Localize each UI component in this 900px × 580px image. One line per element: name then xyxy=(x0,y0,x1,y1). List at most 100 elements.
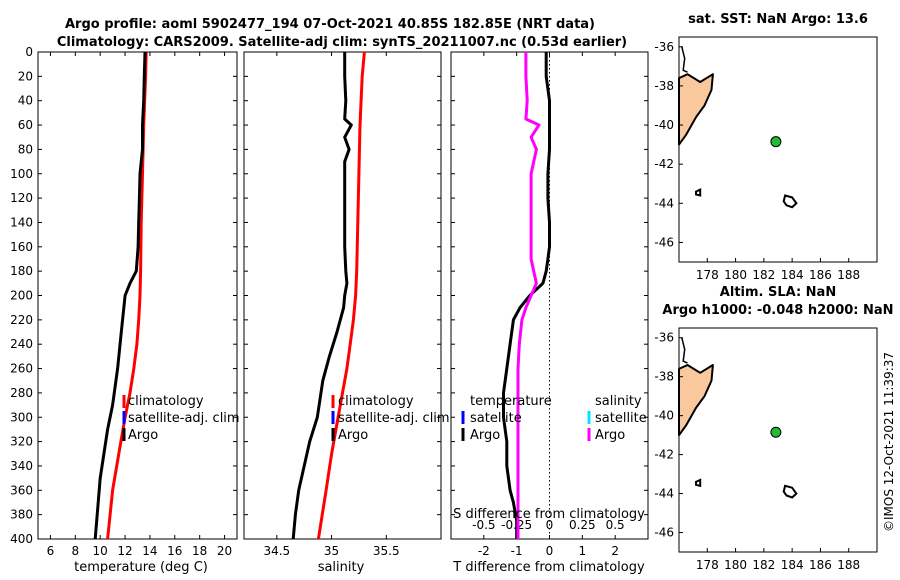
x-tick-label: 35 xyxy=(324,544,339,558)
y-tick-label: 400 xyxy=(10,532,33,546)
figure-title-line1: Argo profile: aoml 5902477_194 07-Oct-20… xyxy=(65,17,595,32)
x-tick-label: 1 xyxy=(579,544,587,558)
map-x-tick-label: 184 xyxy=(781,558,804,572)
map-y-tick-label: -36 xyxy=(654,331,674,345)
sla-map-title-line1: Altim. SLA: NaN xyxy=(720,285,836,300)
legend-s-satellite: satellite xyxy=(595,411,647,426)
x-tick-label: 8 xyxy=(71,544,79,558)
y-tick-label: 240 xyxy=(10,337,33,351)
legend-satellite-adj: satellite-adj. clim xyxy=(128,411,240,426)
x-tick-label: 14 xyxy=(142,544,157,558)
x-tick-label: 0 xyxy=(546,544,554,558)
map-frame xyxy=(678,36,878,263)
salinity-difference-legend: salinity satellite Argo xyxy=(587,394,647,443)
y-tick-label: 140 xyxy=(10,215,33,229)
temperature-panel: 6 8 10 12 14 16 18 2002040608010012014016018020… xyxy=(10,45,238,558)
t-difference-xlabel: T difference from climatology xyxy=(452,560,645,575)
map-background xyxy=(679,328,877,552)
coast-contour xyxy=(681,337,688,364)
legend-salinity-title: salinity xyxy=(595,394,642,409)
legend-temperature-title: temperature xyxy=(470,394,552,409)
map-frame xyxy=(678,327,878,553)
argo-float-marker xyxy=(770,426,782,438)
y-tick-label: 340 xyxy=(10,459,33,473)
map-x-tick-label: 180 xyxy=(724,268,747,282)
y-tick-label: 20 xyxy=(18,69,33,83)
map-y-tick-label: -46 xyxy=(654,235,674,249)
map-y-tick-label: -40 xyxy=(654,118,674,132)
temperature-xlabel: temperature (deg C) xyxy=(74,560,208,575)
s-tick-label: -0.5 xyxy=(472,518,495,532)
island-west xyxy=(695,188,702,197)
y-tick-label: 100 xyxy=(10,167,33,181)
s-difference-label: S difference from climatology xyxy=(453,507,645,522)
y-tick-label: 260 xyxy=(10,362,33,376)
x-tick-label: -2 xyxy=(478,544,490,558)
y-tick-label: 0 xyxy=(25,45,33,59)
s-tick-label: 0 xyxy=(546,518,554,532)
map-y-tick-label: -42 xyxy=(654,157,674,171)
map-x-tick-label: 178 xyxy=(696,268,719,282)
x-tick-label: 34.5 xyxy=(263,544,290,558)
salinity-legend: climatology satellite-adj. clim Argo xyxy=(331,394,450,443)
island-east xyxy=(782,484,798,499)
island-west xyxy=(695,478,702,488)
series-line-s-difference-argo xyxy=(516,52,541,539)
legend-climatology: climatology xyxy=(338,394,414,409)
y-tick-label: 280 xyxy=(10,386,33,400)
salinity-panel: 34.5 35 35.5 xyxy=(243,51,442,558)
series-line-argo xyxy=(93,51,147,540)
map-y-tick-label: -42 xyxy=(654,448,674,462)
map-y-tick-label: -44 xyxy=(654,196,674,210)
y-tick-label: 300 xyxy=(10,410,33,424)
y-tick-label: 60 xyxy=(18,118,33,132)
sla-map-title-line2: Argo h1000: -0.048 h2000: NaN xyxy=(662,303,893,318)
legend-s-argo: Argo xyxy=(595,428,625,443)
difference-panel: -2 -1 0 1 2-0.5 -0.25 0 0.25 0.5 xyxy=(450,51,649,558)
y-tick-label: 80 xyxy=(18,142,33,156)
temperature-legend: climatology satellite-adj. clim Argo xyxy=(122,394,240,443)
map-x-tick-label: 184 xyxy=(781,268,804,282)
map-y-tick-label: -38 xyxy=(654,79,674,93)
land-north-island xyxy=(678,73,714,146)
y-tick-label: 120 xyxy=(10,191,33,205)
map-y-tick-label: -46 xyxy=(654,526,674,540)
x-tick-label: 2 xyxy=(611,544,619,558)
map-x-tick-label: 188 xyxy=(837,268,860,282)
y-tick-label: 320 xyxy=(10,435,33,449)
map-x-tick-label: 182 xyxy=(752,558,775,572)
map-x-tick-label: 180 xyxy=(724,558,747,572)
sst-map: 178 180 182 184 186 188 -36 -38 -40 -42 -44 -46 xyxy=(654,36,878,282)
salinity-xlabel: salinity xyxy=(318,560,365,575)
x-tick-label: 12 xyxy=(117,544,132,558)
legend-argo: Argo xyxy=(338,428,368,443)
map-x-tick-label: 188 xyxy=(837,558,860,572)
map-y-tick-label: -40 xyxy=(654,409,674,423)
land-north-island xyxy=(678,364,714,437)
series-line-argo xyxy=(291,52,353,540)
map-x-tick-label: 182 xyxy=(752,268,775,282)
island-east xyxy=(782,194,798,209)
imos-timestamp: ©IMOS 12-Oct-2021 11:39:37 xyxy=(882,352,896,532)
legend-t-argo: Argo xyxy=(470,428,500,443)
map-background xyxy=(679,37,877,262)
y-tick-label: 180 xyxy=(10,264,33,278)
temperature-difference-legend: temperature satellite Argo xyxy=(461,394,552,443)
legend-t-satellite: satellite xyxy=(470,411,522,426)
figure-title-line2: Climatology: CARS2009. Satellite-adj cli… xyxy=(57,35,627,50)
x-tick-label: -1 xyxy=(511,544,523,558)
map-x-tick-label: 178 xyxy=(696,558,719,572)
coast-contour xyxy=(681,46,688,73)
map-x-tick-label: 186 xyxy=(809,268,832,282)
map-x-tick-label: 186 xyxy=(809,558,832,572)
legend-climatology: climatology xyxy=(128,394,204,409)
legend-argo: Argo xyxy=(128,428,158,443)
s-tick-label: 0.5 xyxy=(606,518,625,532)
s-tick-label: 0.25 xyxy=(569,518,596,532)
sla-map: 178 180 182 184 186 188 -36 -38 -40 -42 -44 -46 xyxy=(654,327,878,572)
y-tick-label: 40 xyxy=(18,94,33,108)
map-y-tick-label: -44 xyxy=(654,487,674,501)
y-tick-label: 220 xyxy=(10,313,33,327)
x-tick-label: 20 xyxy=(217,544,232,558)
